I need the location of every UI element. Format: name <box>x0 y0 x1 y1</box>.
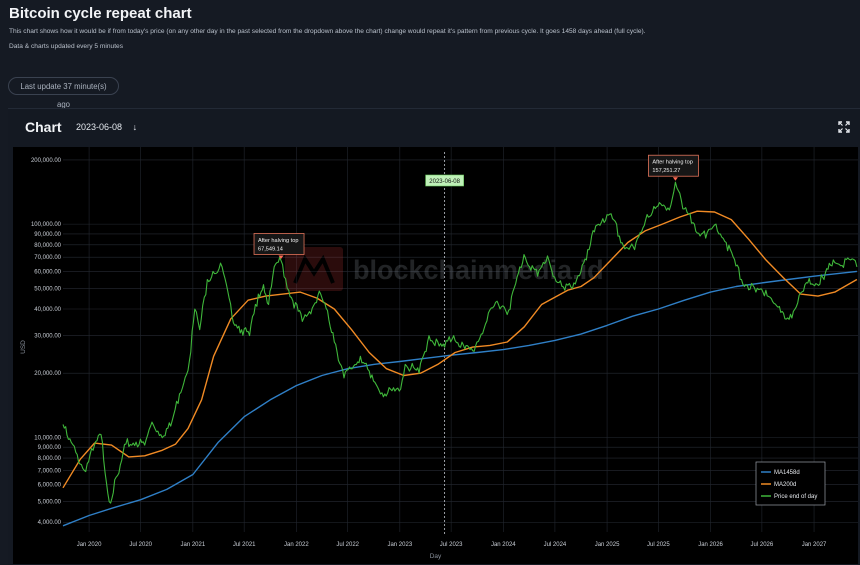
x-tick-label: Jan 2020 <box>77 542 102 548</box>
annotation-box <box>648 154 699 177</box>
annotation-marker <box>278 255 284 259</box>
annotation-marker <box>672 177 678 181</box>
date-marker-box <box>425 174 464 187</box>
annotation-title: After halving top <box>652 160 692 166</box>
x-tick-label: Jul 2025 <box>647 542 670 548</box>
chart-description: This chart shows how it would be if from… <box>9 28 646 35</box>
x-tick-label: Jul 2022 <box>336 542 359 548</box>
y-tick-label: 90,000.00 <box>34 232 61 238</box>
x-tick-label: Jul 2024 <box>544 542 567 548</box>
date-dropdown[interactable]: 2023-06-08 ↓ <box>76 122 137 132</box>
after-halving-top-annotation: After halving top 67,549.14 <box>253 233 305 259</box>
y-tick-label: 9,000.00 <box>38 445 62 451</box>
x-tick-label: Jul 2021 <box>233 542 256 548</box>
y-tick-label: 10,000.00 <box>34 435 61 441</box>
chart-legend: MA1458d MA200d Price end of day <box>755 461 826 506</box>
x-tick-label: Jan 2022 <box>284 542 309 548</box>
y-tick-label: 30,000.00 <box>34 334 61 340</box>
y-tick-label: 6,000.00 <box>38 483 62 489</box>
watermark-logo-mark <box>293 254 335 284</box>
y-tick-label: 70,000.00 <box>34 255 61 261</box>
legend-entry: MA200d <box>774 482 796 488</box>
y-tick-label: 8,000.00 <box>38 456 62 462</box>
x-tick-label: Jul 2020 <box>129 542 152 548</box>
x-tick-label: Jul 2026 <box>751 542 774 548</box>
cycle-repeat-chart[interactable]: 200,000.00 100,000.00 90,000.00 80,000.00 70… <box>13 147 858 564</box>
y-tick-label: 7,000.00 <box>38 468 62 474</box>
x-tick-label: Jan 2023 <box>387 542 412 548</box>
date-marker-label: 2023-06-08 <box>425 174 464 187</box>
update-note: Data & charts updated every 5 minutes <box>9 43 123 50</box>
y-tick-label: 40,000.00 <box>34 307 61 313</box>
date-dropdown-value: 2023-06-08 <box>76 122 123 132</box>
x-tick-label: Jan 2025 <box>595 542 620 548</box>
expand-icon[interactable] <box>838 120 850 133</box>
legend-entry: Price end of day <box>774 494 817 500</box>
y-tick-label: 100,000.00 <box>31 222 62 228</box>
arrow-down-icon: ↓ <box>132 122 138 132</box>
date-marker-text: 2023-06-08 <box>429 179 460 185</box>
legend-entry: MA1458d <box>774 470 800 476</box>
series-line-ma200d <box>62 210 858 489</box>
annotation-value: 67,549.14 <box>258 246 283 252</box>
page-title: Bitcoin cycle repeat chart <box>9 5 192 22</box>
x-tick-label: Jan 2021 <box>181 542 206 548</box>
x-axis-label: Day <box>430 553 442 560</box>
y-tick-label: 4,000.00 <box>38 520 62 526</box>
watermark: blockchainmedia.id <box>285 247 604 291</box>
y-tick-label: 200,000.00 <box>31 158 62 164</box>
annotation-value: 157,251.27 <box>652 168 680 174</box>
annotation-box <box>253 233 305 255</box>
x-tick-label: Jul 2023 <box>440 542 463 548</box>
y-tick-label: 60,000.00 <box>34 269 61 275</box>
y-axis-label: USD <box>20 340 27 354</box>
x-tick-label: Jan 2024 <box>491 542 516 548</box>
watermark-logo <box>285 247 343 291</box>
last-update-badge: Last update 37 minute(s) ago <box>8 77 119 109</box>
y-tick-label: 20,000.00 <box>34 371 61 377</box>
annotation-title: After halving top <box>258 238 298 244</box>
chart-panel-title: Chart <box>25 119 62 135</box>
y-tick-label: 80,000.00 <box>34 243 61 249</box>
y-tick-label: 5,000.00 <box>38 500 62 506</box>
watermark-text: blockchainmedia.id <box>353 255 604 285</box>
series-line-price-end-of-day <box>62 181 858 504</box>
y-tick-label: 50,000.00 <box>34 286 61 292</box>
x-tick-label: Jan 2026 <box>698 542 723 548</box>
x-tick-label: Jan 2027 <box>802 542 827 548</box>
series-line-ma1458d <box>62 270 857 527</box>
after-halving-top-annotation: After halving top 157,251.27 <box>648 154 699 181</box>
